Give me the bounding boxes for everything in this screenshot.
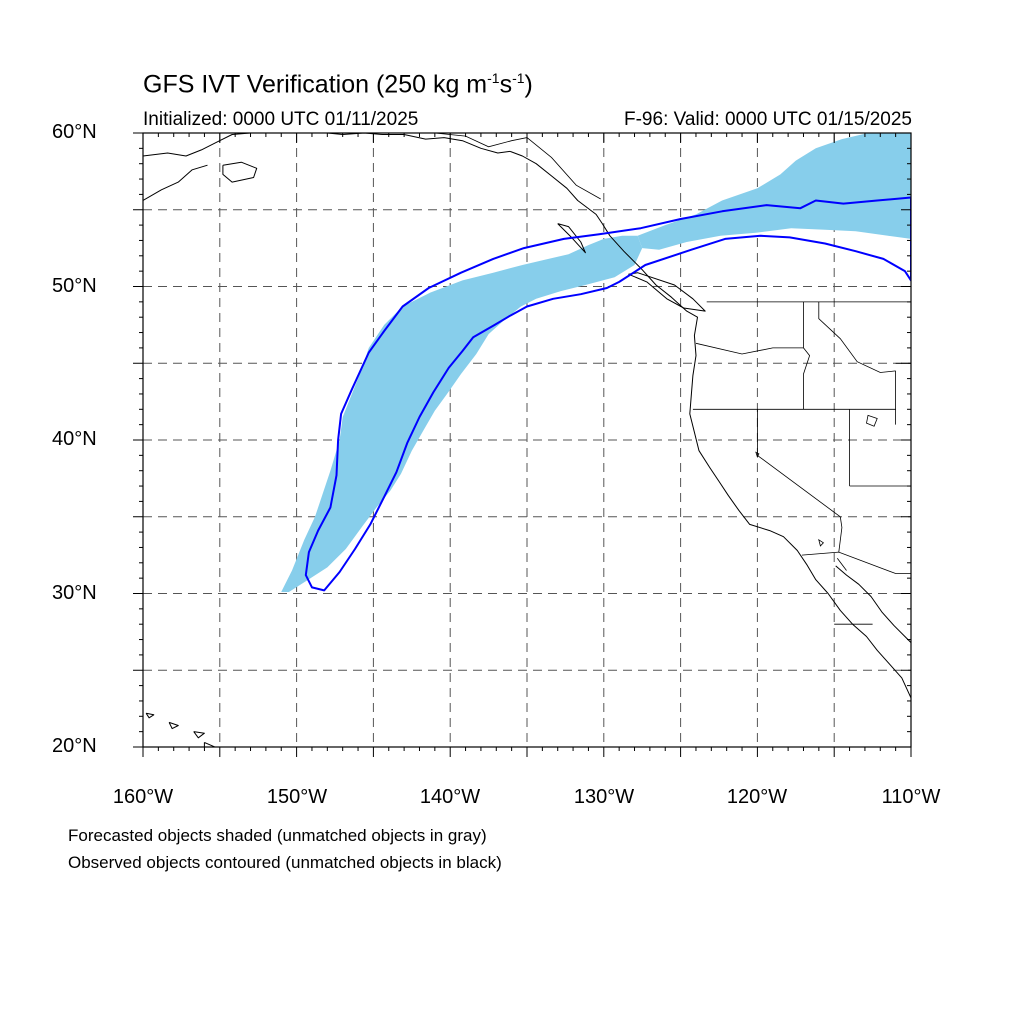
chart-title-exp1: -1 — [487, 70, 500, 86]
political-boundaries — [434, 133, 911, 625]
chart-title-main: GFS IVT Verification (250 kg m — [143, 70, 488, 99]
hawaii-big-island — [203, 741, 217, 747]
gulf-of-california-east-coast — [835, 565, 911, 643]
lakes — [755, 414, 878, 547]
kodiak-island — [222, 161, 258, 183]
oregon-idaho — [803, 347, 811, 410]
alaska-peninsula — [143, 133, 251, 157]
washington-oregon — [695, 342, 804, 355]
vancouver-island — [628, 272, 706, 312]
lat-label-20n: 20°N — [52, 735, 97, 757]
lat-label-60n: 60°N — [52, 121, 97, 143]
alaska-canada-border — [434, 133, 601, 200]
forecast-ar-northern-branch — [637, 133, 911, 250]
hawaii-kauai — [145, 712, 155, 719]
initialized-time: Initialized: 0000 UTC 01/11/2025 — [143, 109, 419, 130]
lon-label-160w: 160°W — [112, 786, 174, 808]
coastlines — [143, 133, 911, 747]
idaho-montana — [818, 301, 896, 373]
hawaii-maui — [193, 731, 205, 739]
lat-label-40n: 40°N — [52, 428, 97, 450]
great-salt-lake — [866, 414, 878, 427]
lon-label-140w: 140°W — [419, 786, 481, 808]
haida-gwaii — [557, 223, 586, 254]
forecast-note: Forecasted objects shaded (unmatched obj… — [68, 826, 487, 845]
hawaii-oahu — [168, 721, 179, 730]
alaska-gulf-coast — [327, 133, 511, 154]
observed-objects — [304, 196, 911, 592]
lon-label-120w: 120°W — [726, 786, 788, 808]
lon-label-130w: 130°W — [573, 786, 635, 808]
lake-tahoe — [755, 451, 760, 458]
map-frame — [142, 132, 912, 748]
california-arizona — [838, 516, 843, 553]
salton-sea — [818, 538, 825, 547]
observed-ar-main — [304, 196, 911, 592]
chart-title-mid: s — [499, 70, 513, 99]
lat-label-30n: 30°N — [52, 582, 97, 604]
california-nevada — [757, 409, 841, 518]
lat-label-50n: 50°N — [52, 275, 97, 297]
lon-label-110w: 110°W — [881, 786, 941, 808]
forecast-objects — [281, 133, 911, 593]
axis-ticks — [133, 132, 912, 757]
lon-label-150w: 150°W — [266, 786, 328, 808]
observed-note: Observed objects contoured (unmatched ob… — [68, 853, 502, 872]
valid-time: F-96: Valid: 0000 UTC 01/15/2025 — [624, 109, 912, 130]
baja-sonora-border — [836, 557, 847, 571]
chart-title-exp2: -1 — [512, 70, 525, 86]
aleutian-range-coast — [143, 164, 208, 201]
forecast-ar-main — [281, 235, 643, 593]
chart-title: GFS IVT Verification (250 kg m-1s-1) — [143, 70, 533, 99]
west-coast — [509, 150, 911, 699]
chart-title-end: ) — [524, 70, 533, 99]
us-mexico-border — [801, 551, 911, 574]
